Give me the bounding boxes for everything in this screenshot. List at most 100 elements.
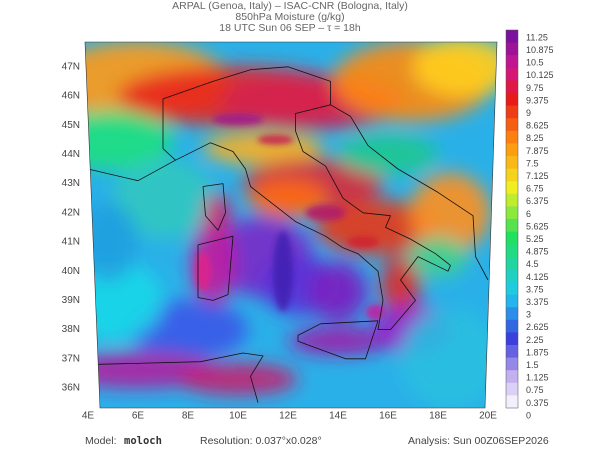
colorbar-label: 7.5 (526, 158, 539, 168)
coastline (87, 352, 264, 403)
coastline (87, 159, 176, 182)
field-blob (288, 327, 388, 356)
model-name: moloch (124, 435, 162, 447)
colorbar-label: 10.875 (526, 45, 554, 55)
lat-label: 44N (62, 149, 80, 160)
colorbar-swatch (506, 282, 518, 296)
field-blob (273, 231, 293, 312)
resolution: Resolution: 0.037°x0.028° (200, 435, 322, 447)
coastline (175, 104, 489, 330)
colorbar-swatch (506, 156, 518, 170)
colorbar-label: 7.125 (526, 171, 549, 181)
colorbar-swatch (506, 395, 518, 409)
field-blob (410, 172, 491, 253)
colorbar-swatch (506, 67, 518, 81)
colorbar-swatch (506, 105, 518, 119)
colorbar-label: 2.25 (526, 335, 544, 345)
colorbar-label: 3.375 (526, 297, 549, 307)
field-blob (400, 308, 497, 408)
moisture-field (85, 42, 497, 408)
colorbar-swatch (506, 332, 518, 346)
colorbar-swatch (506, 168, 518, 182)
colorbar-label: 3.75 (526, 284, 544, 294)
field-blob (213, 113, 263, 126)
lat-label: 41N (62, 237, 80, 248)
lat-label: 45N (62, 120, 80, 131)
colorbar-swatch (506, 345, 518, 359)
colorbar-label: 9.75 (526, 83, 544, 93)
colorbar-label: 5.25 (526, 234, 544, 244)
field-blob (178, 363, 298, 396)
coastline (162, 66, 331, 161)
lon-label: 20E (479, 411, 497, 422)
lon-label: 16E (379, 411, 397, 422)
field-blob (195, 251, 211, 292)
field-layer (195, 113, 386, 321)
colorbar-swatch (506, 319, 518, 333)
colorbar-label: 7.875 (526, 146, 549, 156)
colorbar-label: 4.125 (526, 272, 549, 282)
colorbar-label: 4.875 (526, 247, 549, 257)
colorbar-swatch (506, 206, 518, 220)
header-line: 18 UTC Sun 06 SEP – τ = 18h (219, 22, 361, 34)
lat-label: 42N (62, 207, 80, 218)
lon-label: 6E (132, 411, 145, 422)
colorbar-label: 5.625 (526, 221, 549, 231)
field-blob (365, 304, 386, 321)
field-blob (308, 261, 368, 322)
lon-label: 10E (229, 411, 247, 422)
field-blob (204, 192, 232, 233)
colorbar-label: 6 (526, 209, 531, 219)
colorbar-label: 0.75 (526, 385, 544, 395)
colorbar-swatch (506, 42, 518, 56)
colorbar-label: 1.5 (526, 360, 539, 370)
colorbar-swatch (506, 80, 518, 94)
colorbar-swatch (506, 382, 518, 396)
analysis: Analysis: Sun 00Z06SEP2026 (408, 435, 549, 447)
colorbar-label: 4.5 (526, 259, 539, 269)
colorbar-swatch (506, 30, 518, 44)
colorbar-label: 0.375 (526, 398, 549, 408)
colorbar-swatch (506, 193, 518, 207)
colorbar-label: 10.125 (526, 70, 554, 80)
colorbar-swatch (506, 370, 518, 384)
colorbar: 11.25 10.875 10.5 10.125 9.75 9.375 9 8.625 8.25… (505, 29, 554, 420)
colorbar-label: 8.625 (526, 121, 549, 131)
footer-label: Model: (85, 435, 117, 447)
field-blob (85, 109, 173, 170)
coastline (297, 320, 379, 360)
map-frame (84, 41, 498, 409)
lat-label: 43N (62, 178, 80, 189)
lat-label: 46N (62, 91, 80, 102)
field-blob (347, 236, 379, 248)
colorbar-label: 9.375 (526, 95, 549, 105)
lon-label: 14E (329, 411, 347, 422)
coastline (202, 183, 226, 231)
colorbar-swatch (506, 269, 518, 283)
colorbar-label: 11.25 (526, 32, 548, 42)
field-blob (338, 134, 438, 175)
colorbar-swatch (506, 231, 518, 245)
colorbar-swatch (506, 307, 518, 321)
header-line: 850hPa Moisture (g/kg) (235, 11, 344, 23)
colorbar-label: 2.625 (526, 322, 549, 332)
field-blob (85, 202, 138, 282)
field-blob (315, 199, 436, 256)
colorbar-label: 9 (526, 108, 531, 118)
lon-label: 4E (82, 411, 95, 422)
field-blob (248, 178, 328, 219)
colorbar-label: 10.5 (526, 58, 544, 68)
colorbar-label: 1.125 (526, 373, 549, 383)
coastline (197, 235, 234, 301)
colorbar-swatch (506, 118, 518, 132)
colorbar-label: 8.25 (526, 133, 544, 143)
field-blob (257, 134, 294, 145)
colorbar-swatch (506, 181, 518, 195)
colorbar-swatch (506, 357, 518, 371)
colorbar-label: 6.75 (526, 184, 544, 194)
colorbar-label: 3 (526, 310, 531, 320)
colorbar-label: 0 (526, 410, 531, 420)
colorbar-swatch (506, 256, 518, 270)
header-line: ARPAL (Genoa, Italy) – ISAC-CNR (Bologna… (172, 0, 408, 12)
colorbar-swatch (506, 130, 518, 144)
